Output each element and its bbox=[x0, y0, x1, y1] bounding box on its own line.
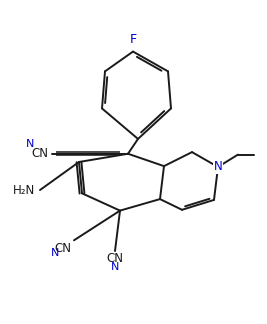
Text: N: N bbox=[51, 248, 59, 258]
Text: CN: CN bbox=[31, 147, 48, 160]
Text: CN: CN bbox=[54, 242, 71, 255]
Text: F: F bbox=[129, 33, 136, 46]
Text: N: N bbox=[26, 139, 34, 149]
Text: N: N bbox=[214, 160, 222, 173]
Text: CN: CN bbox=[107, 252, 124, 265]
Text: N: N bbox=[111, 262, 119, 272]
Text: H₂N: H₂N bbox=[13, 183, 35, 197]
